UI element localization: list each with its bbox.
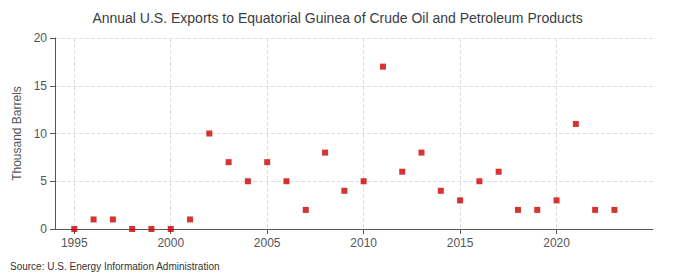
svg-text:Annual U.S. Exports to Equator: Annual U.S. Exports to Equatorial Guinea… — [92, 10, 582, 26]
svg-text:Source: U.S. Energy Informatio: Source: U.S. Energy Information Administ… — [10, 261, 220, 272]
svg-text:10: 10 — [34, 127, 48, 141]
svg-text:15: 15 — [34, 79, 48, 93]
svg-text:Thousand Barrels: Thousand Barrels — [10, 86, 24, 181]
svg-text:2015: 2015 — [447, 236, 474, 250]
svg-text:0: 0 — [40, 222, 47, 236]
svg-text:2010: 2010 — [350, 236, 377, 250]
svg-text:2020: 2020 — [543, 236, 570, 250]
svg-text:2000: 2000 — [157, 236, 184, 250]
svg-text:1995: 1995 — [61, 236, 88, 250]
svg-text:5: 5 — [40, 174, 47, 188]
svg-text:20: 20 — [34, 31, 48, 45]
svg-text:2005: 2005 — [254, 236, 281, 250]
